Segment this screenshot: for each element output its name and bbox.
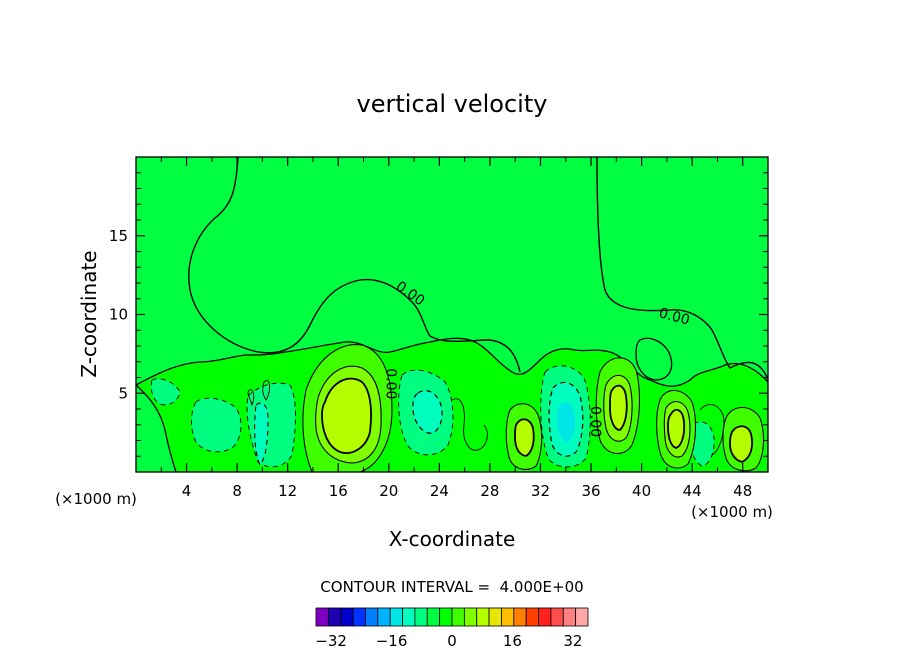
colorbar-swatch <box>365 607 379 627</box>
downdraft-core-23km <box>412 389 443 434</box>
y-axis: 5 10 15 <box>109 172 768 457</box>
thin-contour-2 <box>247 389 255 407</box>
zero-contour-upper <box>188 157 521 373</box>
y-tick-label: 15 <box>109 227 128 245</box>
x-unit-label-right: (×1000 m) <box>691 503 773 521</box>
colorbar: −32 −16 0 16 32 <box>315 607 589 650</box>
downdraft-core-33km <box>557 401 576 442</box>
updraft-core-48km <box>729 425 754 463</box>
updraft-core-43km <box>667 408 686 449</box>
contour-label: 0.00 <box>657 305 691 329</box>
colorbar-swatch <box>538 607 552 627</box>
x-tick-label: 16 <box>329 482 348 500</box>
colorbar-swatch <box>414 607 428 627</box>
y-tick-label: 5 <box>118 384 128 402</box>
x-tick-label: 40 <box>632 482 651 500</box>
colorbar-tick-label: −32 <box>315 632 347 650</box>
x-tick-label: 48 <box>733 482 752 500</box>
colorbar-swatch <box>389 607 403 627</box>
x-axis-label: X-coordinate <box>389 527 516 551</box>
updraft-core-17km <box>321 377 372 454</box>
zero-contour-loop <box>635 337 673 381</box>
x-tick-label: 20 <box>379 482 398 500</box>
x-tick-label: 12 <box>278 482 297 500</box>
contour-label: 0.00 <box>587 406 603 437</box>
colorbar-tick-label: 16 <box>503 632 522 650</box>
colorbar-swatch <box>377 607 391 627</box>
colorbar-swatch <box>550 607 564 627</box>
downdraft-core-10km <box>254 402 269 466</box>
updraft-core-30km <box>514 418 535 457</box>
colorbar-swatch <box>501 607 515 627</box>
colorbar-swatch <box>402 607 416 627</box>
colorbar-swatch <box>327 607 342 627</box>
x-unit-label-left: (×1000 m) <box>55 490 137 508</box>
downdraft-patch-small <box>150 378 181 406</box>
x-tick-label: 36 <box>581 482 600 500</box>
colorbar-swatch <box>451 607 465 627</box>
colorbar-tick-label: 0 <box>447 632 457 650</box>
updraft-core-38km <box>609 384 628 431</box>
thin-contour-1 <box>451 398 488 451</box>
y-axis-label: Z-coordinate <box>77 250 101 377</box>
colorbar-swatch <box>463 607 478 627</box>
colorbar-tick-label: 32 <box>563 632 582 650</box>
x-tick-label: 4 <box>182 482 192 500</box>
zero-contour-right <box>596 157 768 381</box>
colorbar-swatch <box>525 607 539 627</box>
y-tick-label: 10 <box>109 306 128 324</box>
contour-label: 0.00 <box>382 368 398 399</box>
x-axis: 4 8 12 16 20 24 28 32 36 40 44 48 <box>160 157 752 500</box>
colorbar-swatch <box>315 607 329 627</box>
colorbar-tick-label: −16 <box>376 632 408 650</box>
x-tick-label: 44 <box>683 482 702 500</box>
x-tick-label: 32 <box>531 482 550 500</box>
colorbar-swatch <box>575 607 589 627</box>
x-tick-label: 28 <box>480 482 499 500</box>
thin-contour-4 <box>699 404 725 456</box>
thin-contour-3 <box>262 380 271 401</box>
colorbar-swatch <box>352 607 366 627</box>
colorbar-swatch <box>513 607 527 627</box>
colorbar-swatch <box>488 607 502 627</box>
colorbar-swatch <box>426 607 441 627</box>
contour-field <box>136 157 768 472</box>
colorbar-swatch <box>340 607 354 627</box>
chart-title: vertical velocity <box>357 90 548 118</box>
colorbar-swatch <box>476 607 490 627</box>
contour-interval-label: CONTOUR INTERVAL = 4.000E+00 <box>320 578 583 596</box>
colorbar-swatch <box>562 607 577 627</box>
x-tick-label: 24 <box>430 482 449 500</box>
colorbar-swatch <box>439 607 453 627</box>
downdraft-patch-left <box>191 397 242 453</box>
x-tick-label: 8 <box>232 482 242 500</box>
